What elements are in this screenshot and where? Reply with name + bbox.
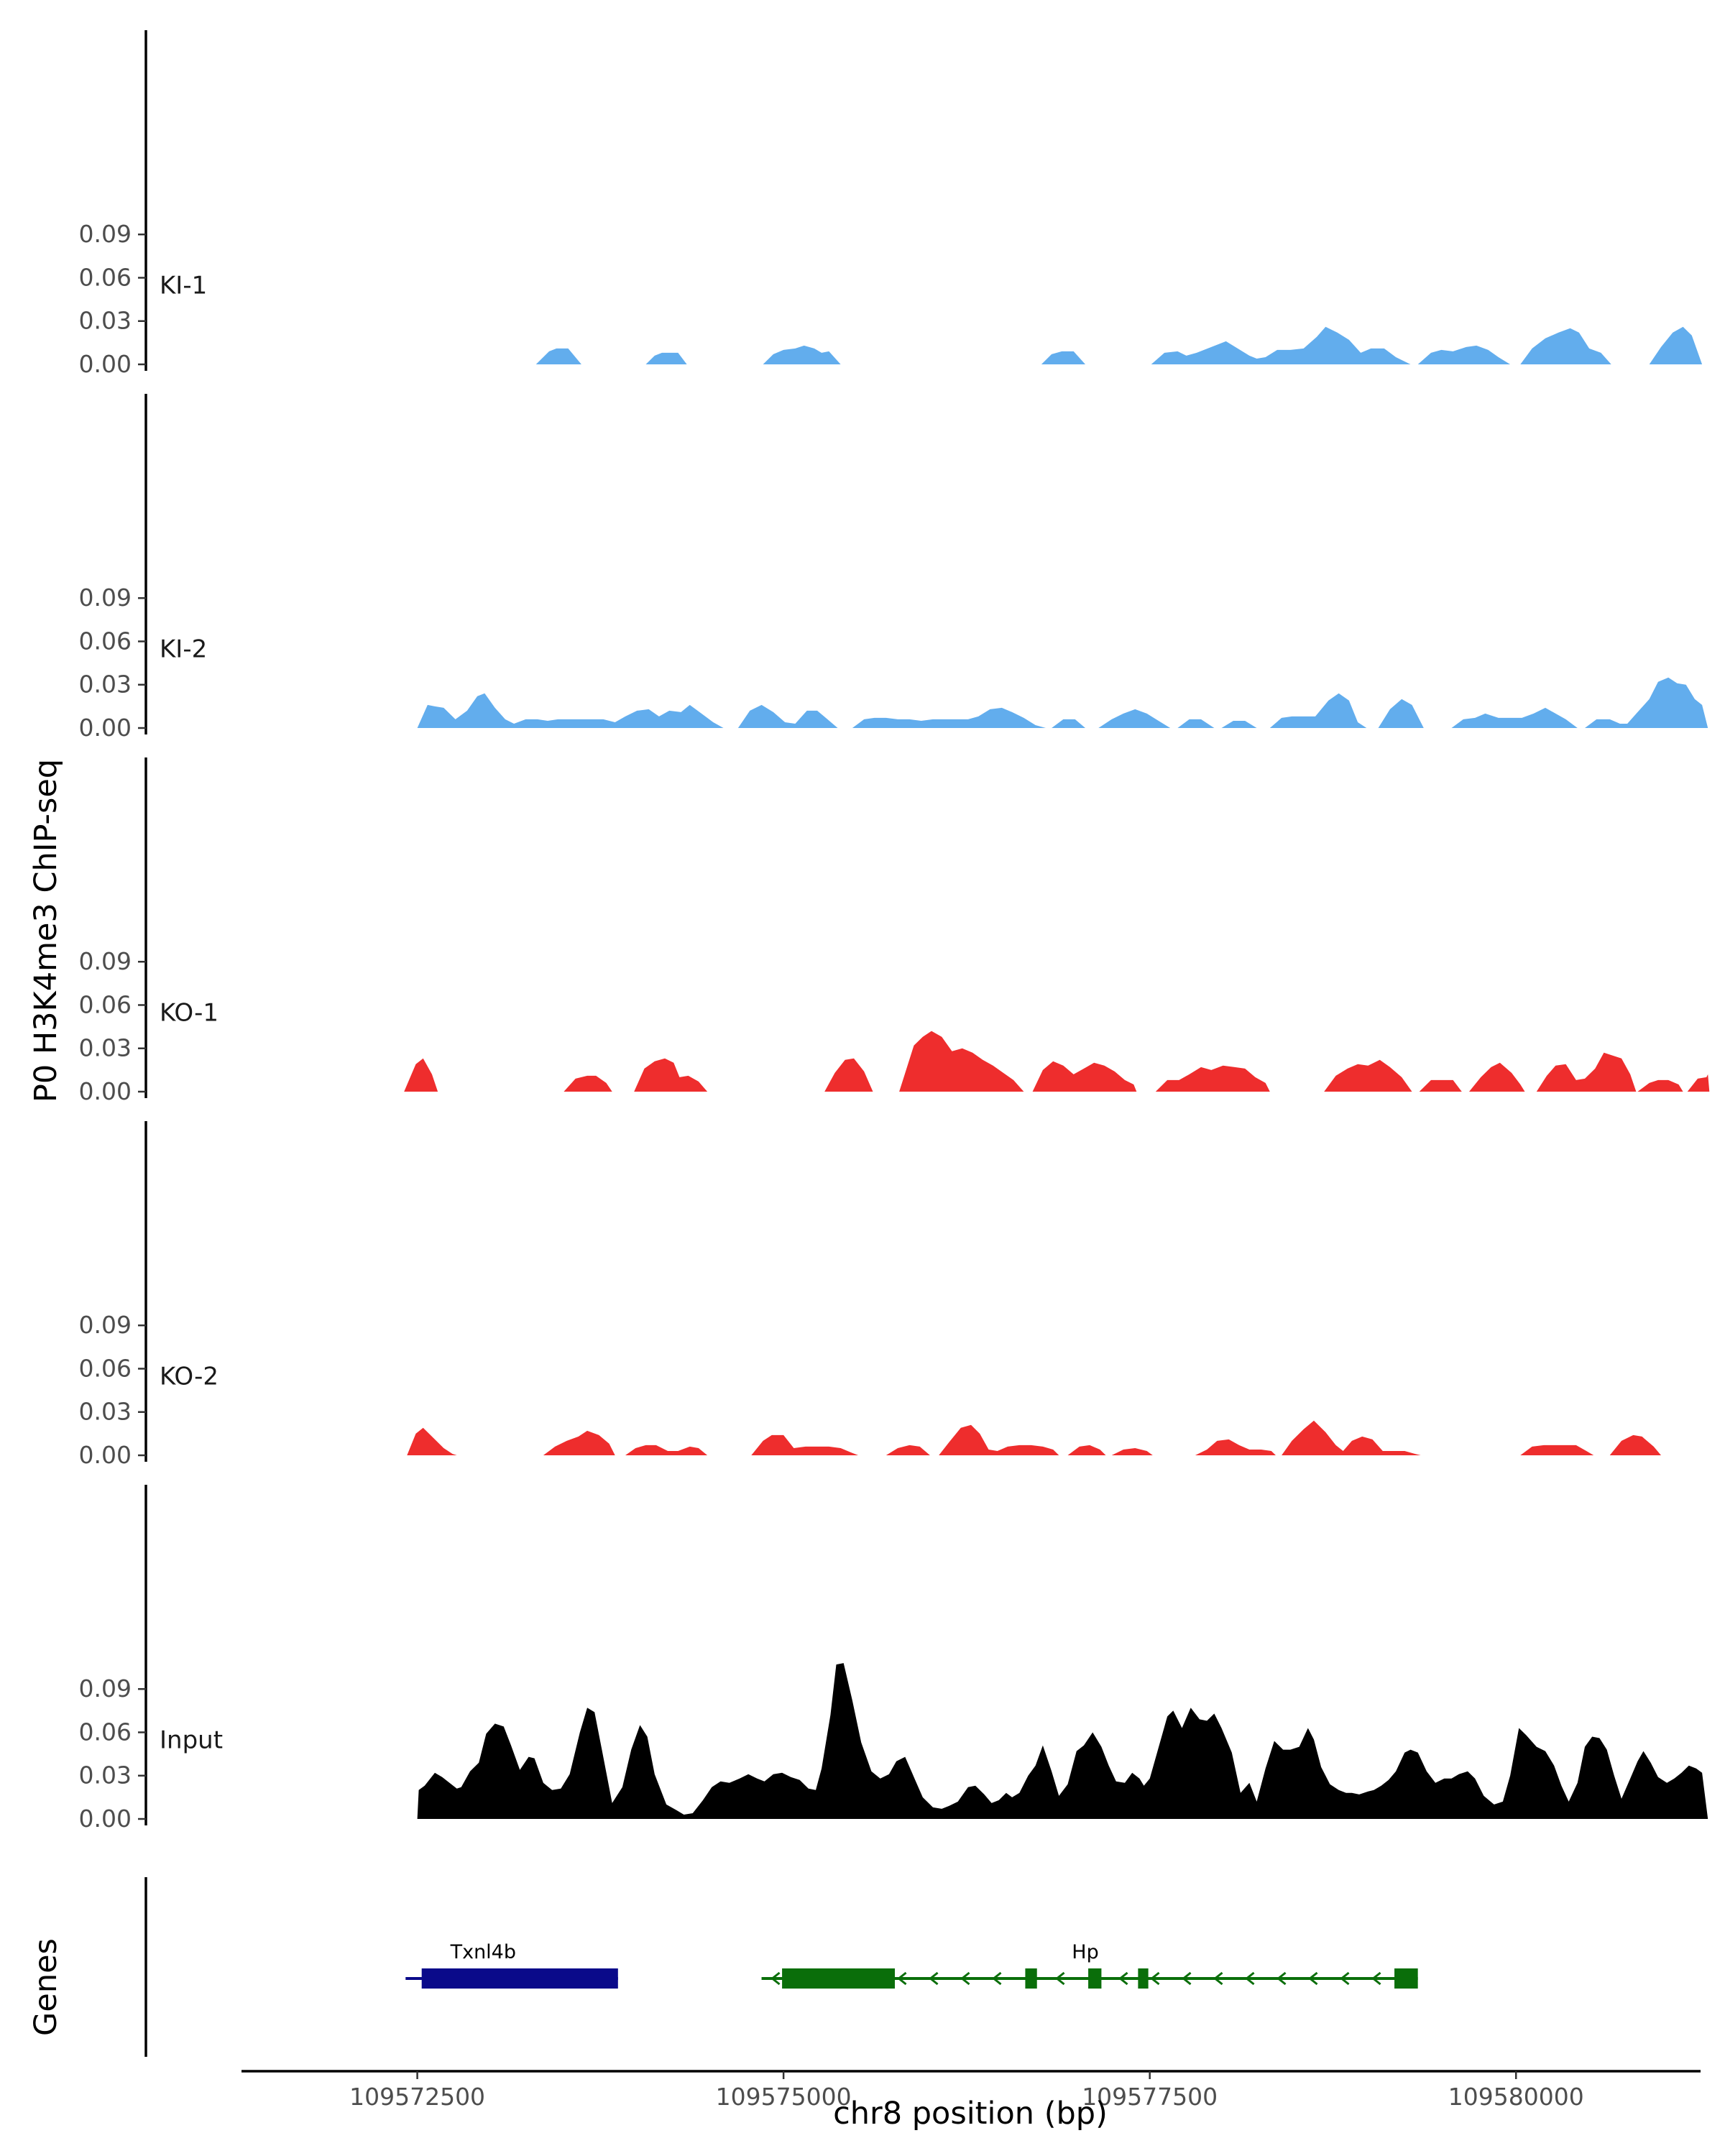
y-tick-label: 0.06 — [79, 1354, 132, 1382]
track-label: KI-1 — [160, 272, 207, 300]
tracks-layer: 0.00 0.03 0.06 0.09 KI-1 0.00 0.03 0.06 0.09 KI-2… — [79, 30, 1710, 1833]
y-tick-label: 0.00 — [79, 1077, 132, 1105]
track-ko-2: 0.00 0.03 0.06 0.09 KO-2 — [79, 1121, 1661, 1469]
strand-chevron — [770, 1971, 781, 1986]
track-ko-1: 0.00 0.03 0.06 0.09 KO-1 — [79, 757, 1710, 1105]
x-axis-title: chr8 position (bp) — [833, 2096, 1108, 2132]
genes-track-title: Genes — [28, 1938, 64, 2036]
y-tick-label: 0.09 — [79, 584, 132, 612]
strand-chevron — [1308, 1971, 1318, 1986]
gene-exon — [1088, 1968, 1102, 1989]
gene-exon — [782, 1968, 896, 1989]
strand-chevron — [1276, 1971, 1287, 1986]
strand-chevron — [1213, 1971, 1223, 1986]
y-tick-label: 0.00 — [79, 1441, 132, 1469]
gene-exon — [421, 1968, 618, 1989]
gene-exon — [1394, 1968, 1418, 1989]
strand-chevron — [960, 1971, 970, 1986]
strand-chevron — [929, 1971, 939, 1986]
y-tick-label: 0.03 — [79, 1034, 132, 1062]
coverage-area — [404, 1031, 1710, 1092]
y-tick-label: 0.00 — [79, 714, 132, 742]
x-tick-label: 109572500 — [349, 2083, 485, 2111]
track-label: KI-2 — [160, 635, 207, 664]
gene-name-label: Hp — [1072, 1941, 1098, 1963]
coverage-area — [535, 326, 1703, 364]
gene-exon — [1138, 1968, 1149, 1989]
x-axis: 109572500 109575000 109577500 109580000 — [242, 2070, 1701, 2111]
strand-chevron — [1118, 1971, 1128, 1986]
track-label: KO-1 — [160, 999, 218, 1028]
y-tick-label: 0.06 — [79, 1718, 132, 1746]
strand-chevron — [1371, 1971, 1381, 1986]
strand-chevron — [992, 1971, 1002, 1986]
y-axis-title: P0 H3K4me3 ChIP-seq — [28, 759, 64, 1102]
y-tick-label: 0.00 — [79, 1805, 132, 1833]
track-label: Input — [160, 1726, 223, 1755]
gene-exon — [1025, 1968, 1037, 1989]
x-tick-label: 109580000 — [1448, 2083, 1584, 2111]
strand-chevron — [1150, 1971, 1160, 1986]
y-tick-label: 0.09 — [79, 1311, 132, 1339]
gene-name-label: Txnl4b — [450, 1941, 516, 1963]
y-tick-label: 0.09 — [79, 1674, 132, 1703]
y-tick-label: 0.09 — [79, 220, 132, 248]
y-tick-label: 0.03 — [79, 307, 132, 335]
gene-hp: Hp — [761, 1941, 1418, 1989]
strand-chevron — [1245, 1971, 1255, 1986]
genes-track: Genes Txnl4b Hp — [28, 1877, 1418, 2057]
x-tick-label: 109577500 — [1082, 2083, 1218, 2111]
track-input: 0.00 0.03 0.06 0.09 Input — [79, 1485, 1708, 1833]
strand-chevron — [1340, 1971, 1350, 1986]
y-tick-label: 0.03 — [79, 1398, 132, 1426]
y-tick-label: 0.06 — [79, 990, 132, 1018]
y-tick-label: 0.06 — [79, 627, 132, 655]
y-tick-label: 0.06 — [79, 263, 132, 291]
strand-chevron — [1055, 1971, 1065, 1986]
y-tick-label: 0.00 — [79, 350, 132, 378]
track-ki-2: 0.00 0.03 0.06 0.09 KI-2 — [79, 394, 1708, 742]
coverage-area — [407, 1420, 1661, 1455]
coverage-area — [417, 1663, 1708, 1819]
y-tick-label: 0.09 — [79, 947, 132, 975]
coverage-area — [417, 677, 1708, 728]
strand-chevron — [897, 1971, 907, 1986]
y-tick-label: 0.03 — [79, 671, 132, 699]
x-tick-label: 109575000 — [716, 2083, 852, 2111]
track-label: KO-2 — [160, 1363, 218, 1391]
y-tick-label: 0.03 — [79, 1761, 132, 1789]
strand-chevron — [1182, 1971, 1192, 1986]
gene-txnl4b: Txnl4b — [405, 1941, 618, 1989]
track-ki-1: 0.00 0.03 0.06 0.09 KI-1 — [79, 30, 1703, 378]
